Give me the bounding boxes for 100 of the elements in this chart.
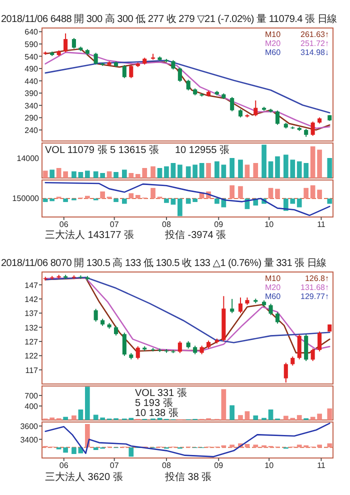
line-series xyxy=(44,422,330,458)
candlestick xyxy=(72,38,76,50)
bar xyxy=(296,198,302,208)
candlestick xyxy=(122,64,126,79)
bar xyxy=(63,198,68,202)
bar xyxy=(63,171,68,178)
annotation: VOL 331 張 xyxy=(135,388,187,399)
bar xyxy=(78,172,84,178)
text: M10 xyxy=(265,30,282,39)
text: M20 xyxy=(265,39,282,48)
bar xyxy=(84,424,90,448)
bar xyxy=(84,196,90,198)
y-tick-label: 240 xyxy=(24,126,39,135)
y-tick-label: 127 xyxy=(24,337,39,346)
candlestick xyxy=(114,325,118,336)
text: M60 xyxy=(265,292,282,301)
candlestick xyxy=(122,332,126,356)
bar xyxy=(78,409,84,420)
y-tick-label: 137 xyxy=(24,309,39,318)
bar xyxy=(170,163,176,178)
annotation: 126.8↑ xyxy=(304,274,329,283)
y-tick-label: 147 xyxy=(24,280,39,290)
x-tick-label: 08 xyxy=(162,220,172,229)
candlestick xyxy=(178,67,182,82)
y-tick-label: 590 xyxy=(24,40,39,49)
bar xyxy=(275,188,280,198)
chart-title: 2018/11/06 6488 開 300 高 300 低 277 收 279 ▽21 (-7.02%) 量 11079.4 張 日線 xyxy=(1,13,338,25)
bar xyxy=(327,408,332,420)
bar xyxy=(296,415,302,420)
bar xyxy=(114,198,118,202)
y-tick-label: 540 xyxy=(24,52,39,62)
bar xyxy=(84,386,90,420)
text: M60 xyxy=(265,48,282,57)
bar xyxy=(268,409,274,420)
candlestick xyxy=(171,60,176,70)
text: 三大法人 3620 張 xyxy=(45,471,123,483)
bar xyxy=(244,164,250,178)
bar xyxy=(310,146,316,178)
bar xyxy=(262,144,266,178)
bar xyxy=(327,198,332,204)
bar xyxy=(164,166,169,178)
candlestick xyxy=(275,110,280,126)
candlestick xyxy=(297,334,302,360)
bar xyxy=(100,173,105,178)
bar xyxy=(230,158,234,178)
annotation: 10 138 張 xyxy=(135,408,178,419)
bar xyxy=(178,164,182,178)
bar xyxy=(230,444,234,448)
bar xyxy=(106,171,112,178)
x-tick-label: 11 xyxy=(317,461,326,470)
bar xyxy=(128,447,134,457)
candlestick xyxy=(290,356,295,366)
bar xyxy=(317,444,322,448)
bar xyxy=(238,415,243,420)
bar xyxy=(253,415,258,420)
text: 14000 xyxy=(16,154,40,163)
y-tick-label: 3400 xyxy=(20,435,39,444)
y-tick-label: 440 xyxy=(24,76,39,86)
bar xyxy=(50,170,55,178)
y-tick-label: 117 xyxy=(25,366,39,375)
bar xyxy=(157,168,162,178)
bar xyxy=(72,447,76,454)
bar xyxy=(317,150,322,178)
candlestick xyxy=(178,340,182,354)
candlestick xyxy=(230,298,234,314)
y-tick-label: 142 xyxy=(24,294,39,304)
bar xyxy=(317,190,322,198)
bar xyxy=(253,444,258,448)
x-tick-label: 08 xyxy=(162,461,172,470)
text: 三大法人 143177 張 xyxy=(45,229,134,241)
bar xyxy=(244,411,250,420)
candlestick xyxy=(254,100,258,117)
bar xyxy=(238,160,243,178)
annotation: 251.72↑ xyxy=(300,39,329,48)
annotation: 129.77↑ xyxy=(300,292,329,301)
y-tick-label: 640 xyxy=(24,28,39,37)
y-tick-label: 490 xyxy=(24,64,39,74)
series-label: M20 xyxy=(265,283,282,292)
bar xyxy=(310,185,316,198)
bar xyxy=(42,170,48,178)
y-tick-label: 340 xyxy=(24,101,39,110)
y-tick-label: 122 xyxy=(24,352,39,361)
bar xyxy=(93,171,98,178)
x-tick-label: 10 xyxy=(264,220,274,229)
candlestick xyxy=(129,64,134,79)
bar xyxy=(93,414,98,420)
candlestick xyxy=(304,334,308,362)
x-tick-label: 09 xyxy=(214,461,224,470)
bar xyxy=(84,170,90,178)
candlestick xyxy=(238,297,243,314)
x-tick-label: 06 xyxy=(59,461,69,470)
bar xyxy=(253,163,258,178)
line-series xyxy=(44,60,330,114)
bar xyxy=(268,161,274,178)
y-tick-label: 400 xyxy=(24,402,39,411)
candlestick xyxy=(275,312,280,324)
bar xyxy=(150,166,156,178)
bar xyxy=(199,163,204,178)
chart-title: 2018/11/06 8070 開 130.5 高 133 低 130.5 收 133 △1 (0.76%) 量 331 張 日線 xyxy=(1,257,327,269)
candlestick xyxy=(310,348,315,362)
